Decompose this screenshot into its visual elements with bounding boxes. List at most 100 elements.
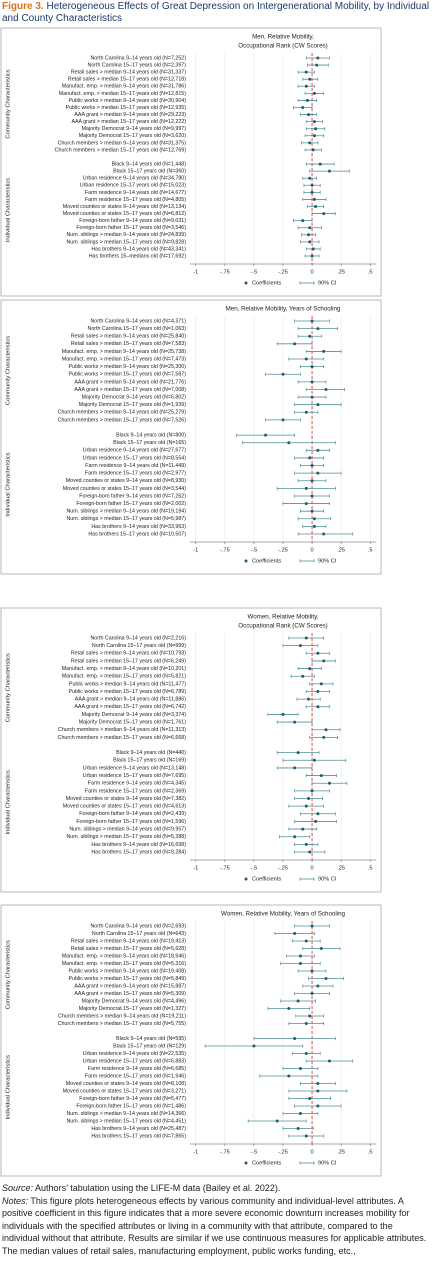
- coefficient-point: [304, 70, 308, 74]
- legend-marker: [244, 877, 248, 881]
- coefficient-point: [319, 947, 323, 950]
- row-label: AAA grant > median 9–14 years old (N=29,…: [74, 112, 186, 118]
- row-label: Foreign-born father 9–14 years old (N=9,…: [79, 218, 186, 224]
- row-label: Foreign-born father 15–17 years old (N=1…: [76, 819, 186, 825]
- row-label: Farm residence 15–17 years old (N=4,805): [85, 197, 186, 203]
- coefficient-point: [308, 226, 312, 230]
- coefficient-point: [324, 728, 328, 732]
- coefficient-point: [316, 690, 320, 693]
- legend-label: Coefficients: [252, 876, 281, 882]
- coefficient-point: [322, 735, 326, 739]
- panel-title: Occupational Rank (CW Scores): [238, 43, 327, 50]
- coefficient-point: [311, 247, 315, 251]
- coefficient-point: [307, 697, 311, 701]
- coefficient-point: [304, 1022, 308, 1025]
- coefficient-point: [324, 977, 328, 980]
- row-label: AAA grant > median 15–17 years old (N=6,…: [74, 704, 186, 710]
- group-label: Community Characteristics: [6, 336, 12, 405]
- row-label: Majority Democrat 15–17 years old (N=1,7…: [79, 719, 187, 725]
- coefficient-point: [316, 812, 320, 816]
- panel-title: Women, Relative Mobility,: [248, 614, 319, 621]
- row-label: North Carolina 9–14 years old (N=2,216): [90, 635, 186, 641]
- x-tick-label: -.25: [278, 547, 288, 553]
- coefficient-point: [304, 502, 308, 506]
- row-label: Has brothers 9–14 years old (N=25,487): [91, 1126, 186, 1132]
- row-label: AAA grant > median 9–14 years old (N=21,…: [74, 379, 186, 385]
- row-label: Black 15–17 years old (N=129): [113, 1043, 186, 1049]
- coefficient-point: [315, 63, 319, 67]
- coefficient-point: [310, 190, 314, 194]
- row-label: Foreign-born father 15–17 years old (N=2…: [76, 501, 186, 507]
- coefficient-point: [312, 197, 316, 201]
- coefficient-point: [308, 334, 312, 338]
- panel-title: Men, Relative Mobility,: [252, 34, 314, 41]
- x-tick-label: .5: [368, 547, 373, 553]
- coefficient-point: [314, 819, 318, 823]
- panel-title: Men, Relative Mobility, Years of Schooli…: [226, 306, 341, 313]
- row-label: AAA grant > median 9–14 years old (N=15,…: [74, 983, 186, 989]
- source-label: Source:: [2, 1183, 34, 1193]
- group-label: Community Characteristics: [6, 653, 12, 722]
- x-tick-label: -.25: [278, 865, 288, 871]
- coefficient-point: [312, 524, 316, 528]
- row-label: Church members > median 9–14 years old (…: [58, 410, 187, 416]
- row-label: North Carolina 9–14 years old (N=2,693): [90, 923, 186, 929]
- coefficient-point: [308, 456, 312, 460]
- x-tick-label: 0: [311, 269, 314, 275]
- coefficient-point: [310, 254, 314, 258]
- row-label: Church members > median 9–14 years old (…: [58, 727, 186, 733]
- row-label: Majority Democrat 9–14 years old (N=9,99…: [82, 126, 187, 132]
- coefficient-point: [310, 464, 314, 468]
- row-label: Manufact. emp. > median 15–17 years old …: [62, 356, 186, 362]
- coefficient-point: [298, 954, 302, 958]
- coefficient-point: [316, 1089, 320, 1093]
- x-tick-label: 0: [311, 1149, 314, 1155]
- figure-label: Figure 3.: [2, 1, 44, 12]
- row-label: Moved counties or states 9–14 years old …: [66, 796, 187, 802]
- row-label: Black 9–14 years old (N=440): [116, 750, 186, 756]
- row-label: Moved counties or states 9–14 years old …: [66, 1081, 187, 1087]
- panel-title: Occupational Rank (CW Scores): [238, 623, 327, 630]
- legend-label: 90% CI: [318, 280, 337, 286]
- row-label: Has brothers 15–17 years old (N=7,865): [91, 1133, 186, 1139]
- x-tick-label: -.5: [251, 547, 258, 553]
- row-label: Public works > median 9–14 years old (N=…: [69, 364, 187, 370]
- row-label: Manufact. emp. > median 15–17 years old …: [62, 961, 186, 967]
- row-label: Church members > median 15–17 years old …: [55, 147, 187, 153]
- row-label: North Carolina 9–14 years old (N=7,252): [90, 55, 186, 61]
- x-tick-label: .25: [337, 547, 345, 553]
- coefficient-point: [319, 682, 323, 686]
- coefficient-point: [304, 486, 308, 490]
- panel-frame: [0, 607, 382, 893]
- coefficient-point: [304, 1134, 308, 1138]
- coefficient-point: [281, 712, 285, 716]
- x-tick-label: -.75: [220, 1149, 230, 1155]
- row-label: Has brothers 15–17 years old (N=10,507): [88, 531, 186, 537]
- row-label: North Carolina 15–17 years old (N=643): [92, 931, 186, 937]
- coefficient-point: [298, 644, 302, 648]
- legend-label: 90% CI: [318, 876, 337, 882]
- row-label: Foreign-born father 15–17 years old (N=1…: [76, 1103, 186, 1109]
- row-label: Farm residence 9–14 years old (N=11,449): [85, 463, 186, 469]
- legend-label: Coefficients: [252, 558, 281, 564]
- row-label: Public works > median 15–17 years old (N…: [69, 689, 187, 695]
- coefficient-point: [305, 98, 309, 102]
- coefficient-point: [322, 212, 326, 216]
- row-label: Majority Democrat 15–17 years old (N=1,9…: [79, 402, 187, 408]
- x-tick-label: -.5: [251, 865, 258, 871]
- group-label: Individual Characteristics: [6, 770, 12, 835]
- row-label: Retail sales > median 9–14 years old (N=…: [71, 651, 186, 657]
- row-label: Urban residence 15–17 years old (N=7,695…: [83, 773, 186, 779]
- coefficient-point: [275, 1119, 279, 1123]
- coefficient-point: [296, 1127, 300, 1130]
- x-tick-label: -.75: [220, 547, 230, 553]
- row-label: Foreign-born father 9–14 years old (N=7,…: [79, 493, 186, 499]
- coefficient-point: [312, 134, 316, 138]
- coefficient-point: [301, 674, 305, 678]
- x-tick-label: -.5: [251, 269, 258, 275]
- row-label: Manufact. emp. > median 15–17 years old …: [62, 674, 186, 680]
- coefficient-point: [310, 479, 314, 483]
- row-label: Public works > median 9–14 years old (N=…: [69, 98, 187, 104]
- row-label: Retail sales > median 9–14 years old (N=…: [71, 938, 186, 944]
